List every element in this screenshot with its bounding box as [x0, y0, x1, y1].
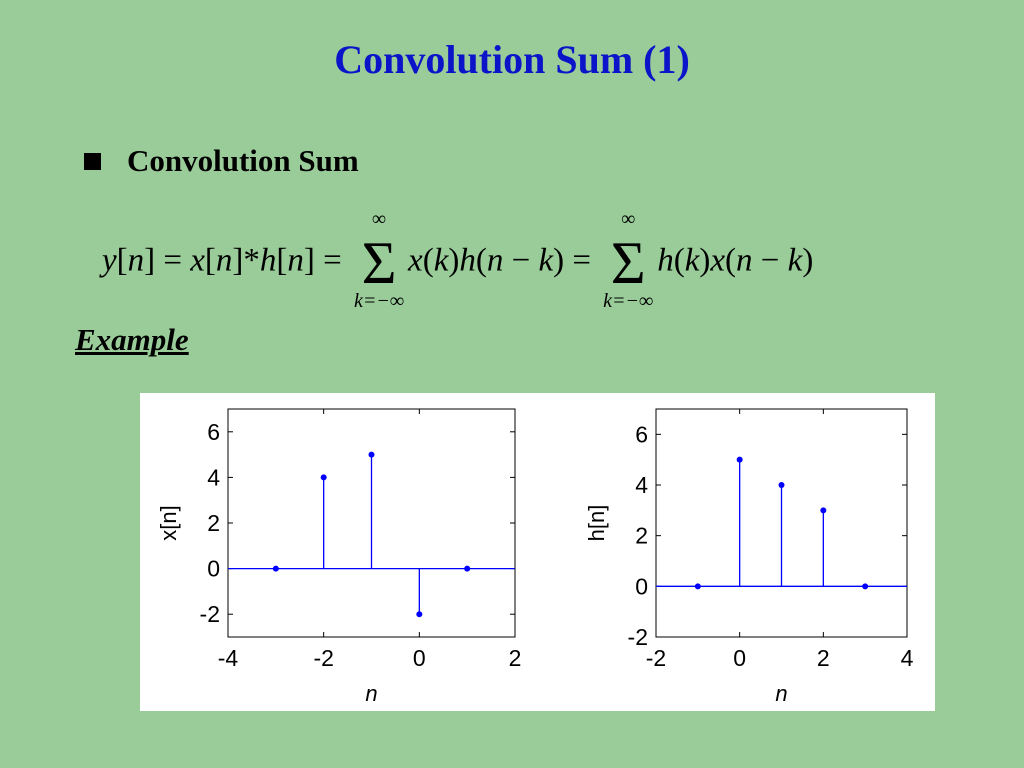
sigma-icon: Σ	[610, 230, 646, 296]
stem-marker	[862, 583, 869, 590]
bullet-text: Convolution Sum	[127, 143, 359, 178]
y-tick-label: 4	[635, 472, 648, 498]
y-tick-label: 0	[635, 573, 648, 599]
stem-marker	[272, 565, 279, 572]
x-tick-label: 0	[413, 645, 426, 671]
x-tick-label: 4	[901, 645, 914, 671]
formula-h: h	[657, 242, 674, 279]
bullet-item: Convolution Sum	[84, 143, 359, 179]
stem-marker	[464, 565, 471, 572]
formula-x: x	[408, 242, 423, 279]
formula-n: n	[287, 242, 304, 279]
formula-h: h	[259, 242, 277, 279]
formula-x: x	[710, 242, 726, 279]
summation-1: ∞ Σ k=−∞	[350, 208, 408, 312]
y-tick-label: 2	[207, 510, 220, 536]
slide-title: Convolution Sum (1)	[334, 37, 690, 82]
stem-plots-figure: -4 -2 0 2 6 4 2 0 -2 n x[n] -2 0 2 4 6 4 2 0 -2 n h[n]	[140, 393, 935, 711]
formula-h: h	[459, 242, 476, 279]
x-tick-label: -2	[646, 645, 666, 671]
x-tick-label: -4	[218, 645, 239, 671]
x-axis-label: n	[775, 681, 787, 706]
square-bullet-icon	[84, 152, 101, 170]
x-tick-label: 2	[509, 645, 522, 671]
sum-upper-limit: ∞	[621, 208, 636, 230]
y-tick-label: 6	[207, 419, 220, 445]
plot-frame-2	[655, 408, 908, 638]
x-axis-label: n	[365, 681, 377, 706]
example-heading: Example	[75, 322, 189, 357]
formula-k: k	[433, 242, 449, 279]
stem-marker	[320, 474, 327, 481]
stem-marker	[820, 507, 827, 514]
formula-k: k	[538, 242, 554, 279]
convolution-formula: y[n] = x[n]*h[n] = ∞ Σ k=−∞ x(k)h(n − k)…	[102, 206, 972, 312]
x-tick-label: -2	[313, 645, 333, 671]
stem-marker	[736, 456, 743, 463]
formula-x: x	[190, 242, 205, 279]
y-axis-label: x[n]	[156, 505, 181, 540]
x-tick-label: 2	[817, 645, 830, 671]
sum-upper-limit: ∞	[371, 208, 387, 230]
y-tick-label: 0	[207, 556, 220, 582]
stem-marker	[416, 611, 423, 618]
formula-k: k	[684, 242, 700, 279]
formula-n: n	[215, 242, 233, 279]
sigma-icon: Σ	[361, 230, 397, 296]
y-tick-label: 6	[635, 421, 648, 447]
summation-2: ∞ Σ k=−∞	[599, 208, 657, 312]
stem-marker	[694, 583, 701, 590]
formula-n: n	[486, 242, 504, 279]
formula-n: n	[127, 242, 145, 279]
stem-plots-svg: -4 -2 0 2 6 4 2 0 -2 n x[n] -2 0 2 4 6 4 2 0 -2 n h[n]	[156, 408, 914, 706]
y-tick-label: 4	[207, 464, 220, 490]
formula-k: k	[787, 242, 803, 279]
formula-y: y	[102, 242, 117, 279]
x-tick-label: 0	[733, 645, 746, 671]
y-axis-label: h[n]	[584, 505, 609, 542]
formula-line: y[n] = x[n]*h[n] = ∞ Σ k=−∞ x(k)h(n − k)…	[102, 208, 814, 312]
y-tick-label: 2	[635, 523, 648, 549]
stem-marker	[368, 451, 375, 458]
stem-marker	[778, 482, 785, 488]
sum-lower-limit: k=−∞	[603, 290, 654, 312]
formula-n: n	[736, 242, 753, 279]
y-tick-label: -2	[628, 624, 648, 650]
sum-lower-limit: k=−∞	[353, 290, 405, 312]
y-tick-label: -2	[200, 601, 220, 627]
